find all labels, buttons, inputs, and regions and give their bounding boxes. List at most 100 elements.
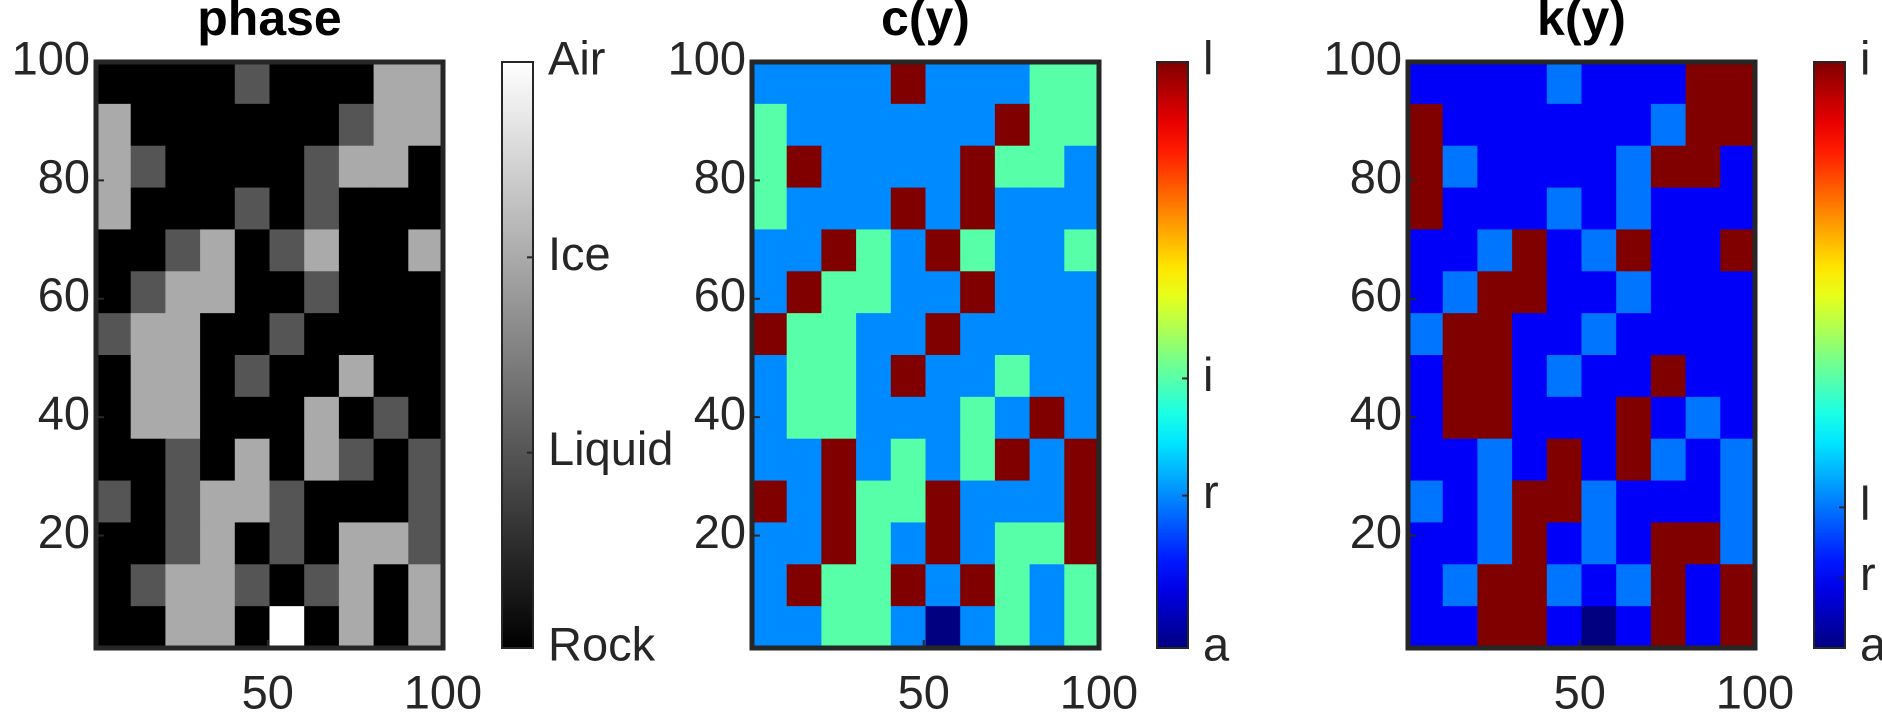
cell — [925, 480, 961, 524]
cell — [960, 229, 996, 272]
y-tick-label: 80 — [1350, 150, 1402, 203]
cell — [1442, 62, 1478, 105]
cell — [1442, 480, 1478, 524]
cell — [96, 313, 132, 356]
cell — [890, 103, 927, 147]
cell — [408, 438, 444, 482]
cell — [1581, 480, 1617, 524]
cell — [890, 62, 927, 105]
cell — [1616, 187, 1652, 231]
cell — [338, 103, 375, 147]
cell — [304, 564, 340, 607]
cell — [1442, 522, 1478, 565]
cell — [960, 103, 996, 147]
cell — [1616, 271, 1652, 314]
cell — [1477, 355, 1513, 398]
cell — [786, 522, 822, 565]
cell — [1477, 396, 1513, 440]
cell — [752, 606, 788, 649]
colorbar-tick-label: Air — [548, 31, 605, 84]
cell — [1408, 145, 1444, 189]
cell — [165, 564, 201, 607]
cell — [1616, 396, 1652, 440]
cell — [1512, 438, 1548, 482]
cell — [96, 229, 132, 272]
cell — [234, 438, 271, 482]
cell — [1408, 606, 1444, 649]
cell — [994, 271, 1031, 314]
cell — [1581, 313, 1617, 356]
cell — [1720, 396, 1756, 440]
cell — [130, 271, 166, 314]
cell — [786, 606, 822, 649]
cell — [1442, 145, 1478, 189]
cell — [1477, 187, 1513, 231]
cell — [130, 606, 166, 649]
colorbar-tick-label: Liquid — [548, 422, 673, 475]
cell — [1616, 62, 1652, 105]
cell — [786, 229, 822, 272]
cell — [338, 271, 375, 314]
cell — [994, 480, 1031, 524]
cell — [269, 145, 305, 189]
cell — [234, 522, 271, 565]
cell — [338, 355, 375, 398]
cell — [960, 145, 996, 189]
cell — [1512, 396, 1548, 440]
cell — [96, 103, 132, 147]
cell — [1064, 103, 1100, 147]
cell — [752, 313, 788, 356]
cell — [1685, 187, 1721, 231]
cell — [1616, 229, 1652, 272]
cell — [752, 229, 788, 272]
cell — [1685, 438, 1721, 482]
cell — [269, 103, 305, 147]
cell — [130, 103, 166, 147]
cell — [856, 480, 892, 524]
cell — [856, 396, 892, 440]
cell — [821, 606, 857, 649]
cell — [1685, 145, 1721, 189]
cell — [786, 313, 822, 356]
cell — [304, 522, 340, 565]
cell — [1616, 145, 1652, 189]
cell — [338, 396, 375, 440]
cell — [960, 187, 996, 231]
cell — [856, 313, 892, 356]
cell — [1581, 438, 1617, 482]
cell — [890, 396, 927, 440]
cell — [1685, 271, 1721, 314]
cell — [373, 187, 409, 231]
cell — [1581, 103, 1617, 147]
y-tick-label: 20 — [38, 505, 90, 558]
cell — [1408, 438, 1444, 482]
cell — [269, 522, 305, 565]
cell — [96, 564, 132, 607]
cell — [200, 564, 236, 607]
cell — [786, 271, 822, 314]
cell — [234, 62, 271, 105]
cell — [1546, 229, 1583, 272]
cell — [130, 564, 166, 607]
cell — [821, 438, 857, 482]
cell — [1029, 187, 1065, 231]
cell — [304, 313, 340, 356]
cell — [1512, 62, 1548, 105]
cell — [994, 355, 1031, 398]
cell — [821, 229, 857, 272]
cell — [1477, 271, 1513, 314]
cell — [856, 187, 892, 231]
cell — [1064, 145, 1100, 189]
cell — [925, 229, 961, 272]
cell — [338, 187, 375, 231]
cell — [1720, 62, 1756, 105]
cell — [1442, 271, 1478, 314]
cell — [304, 480, 340, 524]
cell — [1477, 313, 1513, 356]
y-tick-label: 80 — [38, 150, 90, 203]
cell — [130, 313, 166, 356]
cell — [373, 271, 409, 314]
y-tick-label: 40 — [694, 387, 746, 440]
cell — [130, 438, 166, 482]
cell — [856, 271, 892, 314]
